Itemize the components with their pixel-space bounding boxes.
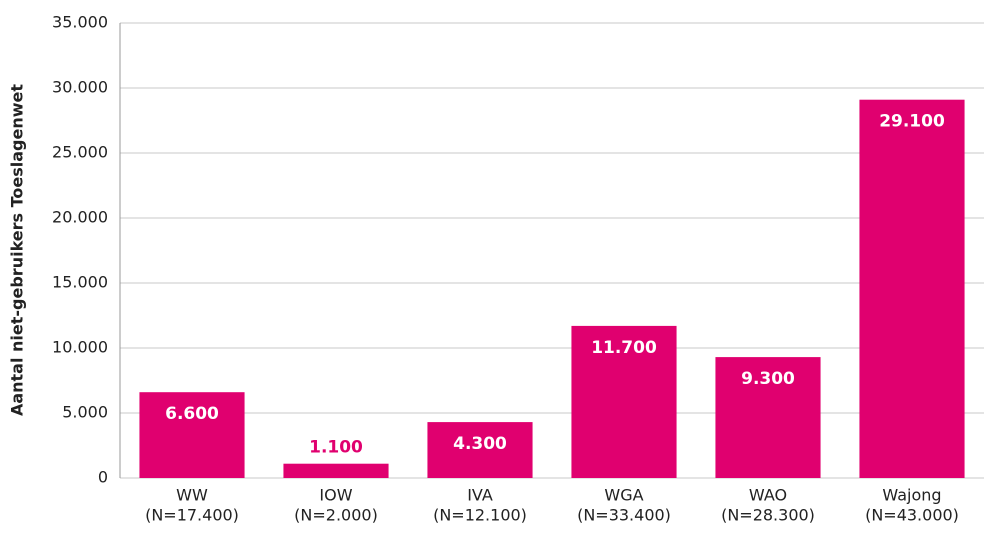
- data-label: 29.100: [879, 112, 945, 132]
- y-tick-label: 5.000: [62, 403, 108, 422]
- data-label: 4.300: [453, 434, 507, 454]
- data-label: 1.100: [309, 438, 363, 458]
- bar: [427, 422, 533, 478]
- y-tick-label: 35.000: [52, 13, 108, 32]
- x-tick-label: (N=43.000): [865, 506, 959, 525]
- bar: [715, 357, 821, 478]
- y-tick-label: 25.000: [52, 143, 108, 162]
- y-tick-label: 15.000: [52, 273, 108, 292]
- x-tick-label: WW: [176, 486, 208, 505]
- x-tick-label: IOW: [319, 486, 352, 505]
- x-tick-label: WGA: [604, 486, 643, 505]
- x-tick-label: (N=17.400): [145, 506, 239, 525]
- y-tick-label: 0: [98, 468, 108, 487]
- data-label: 9.300: [741, 369, 795, 389]
- bar: [283, 463, 389, 478]
- x-tick-label: (N=12.100): [433, 506, 527, 525]
- bar: [571, 325, 677, 478]
- y-tick-label: 20.000: [52, 208, 108, 227]
- x-tick-label: Wajong: [882, 486, 941, 505]
- x-tick-label: IVA: [467, 486, 493, 505]
- y-tick-label: 30.000: [52, 78, 108, 97]
- x-tick-label: WAO: [749, 486, 787, 505]
- x-tick-label: (N=2.000): [294, 506, 378, 525]
- bar: [859, 99, 965, 478]
- data-label: 6.600: [165, 404, 219, 424]
- x-tick-label: (N=33.400): [577, 506, 671, 525]
- y-axis-label: Aantal niet-gebruikers Toeslagenwet: [8, 84, 27, 416]
- y-tick-label: 10.000: [52, 338, 108, 357]
- bar: [139, 392, 245, 478]
- x-tick-label: (N=28.300): [721, 506, 815, 525]
- data-label: 11.700: [591, 338, 657, 358]
